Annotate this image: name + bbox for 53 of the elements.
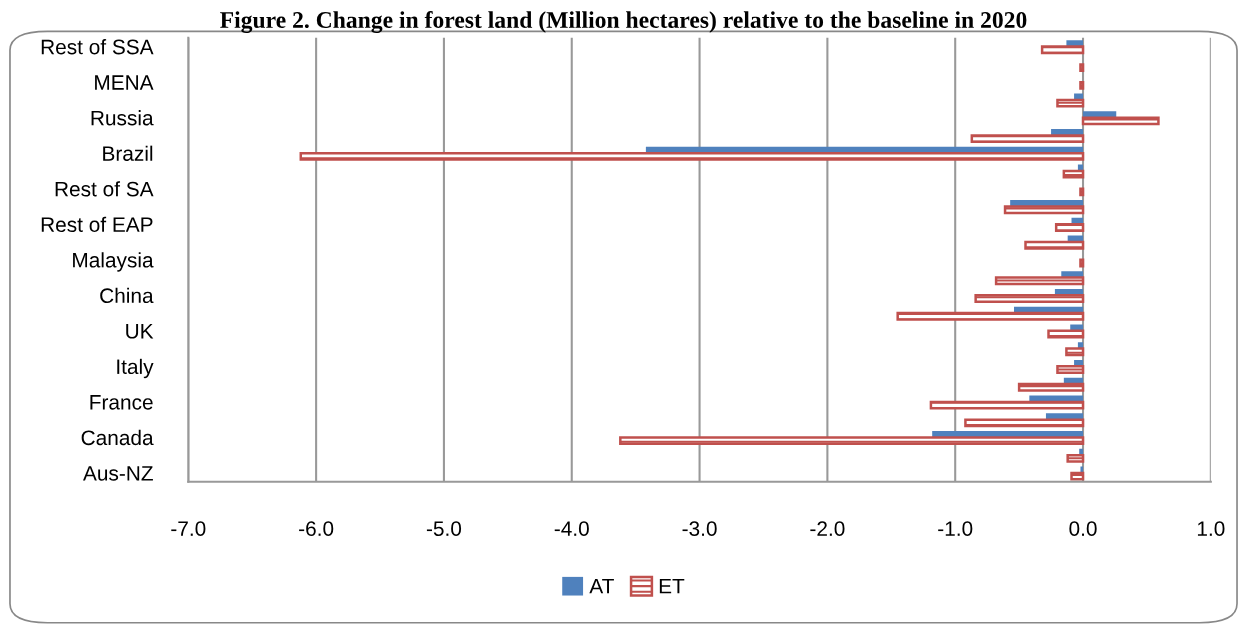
bar bbox=[1080, 466, 1084, 473]
bar bbox=[299, 151, 1085, 161]
bar bbox=[1065, 347, 1085, 357]
y-tick-label: Rest of SSA bbox=[41, 39, 154, 55]
bar bbox=[1017, 382, 1085, 392]
bar bbox=[1040, 45, 1085, 55]
y-tick-label: MENA bbox=[95, 75, 154, 90]
y-tick-label: Malaysia bbox=[73, 252, 154, 272]
bar bbox=[1079, 63, 1085, 73]
bar bbox=[1081, 116, 1160, 126]
bar bbox=[1056, 98, 1085, 108]
y-tick-label: Italy bbox=[117, 358, 154, 379]
bar bbox=[1079, 258, 1085, 268]
y-tick-label: China bbox=[100, 287, 154, 304]
bar bbox=[1054, 223, 1085, 232]
bar bbox=[1070, 471, 1085, 481]
x-tick-label: -4.0 bbox=[554, 521, 589, 537]
x-tick-label: -7.0 bbox=[171, 521, 206, 537]
y-tick-label: UK bbox=[126, 324, 154, 339]
bar bbox=[970, 134, 1085, 144]
legend-label: AT bbox=[589, 579, 614, 594]
y-tick-label: Brazil bbox=[103, 145, 153, 161]
bar bbox=[994, 276, 1085, 286]
bar bbox=[974, 294, 1085, 303]
bar bbox=[896, 311, 1085, 321]
chart-title: Figure 2. Change in forest land (Million hectares) relative to the baseline in 2020 bbox=[220, 11, 1027, 33]
y-tick-label: Aus-NZ bbox=[83, 466, 153, 481]
x-tick-label: -1.0 bbox=[938, 521, 973, 537]
bar bbox=[619, 436, 1085, 446]
bar bbox=[1070, 324, 1084, 331]
legend-label: ET bbox=[659, 579, 685, 594]
x-tick-label: -5.0 bbox=[426, 521, 462, 537]
bar bbox=[1079, 80, 1085, 90]
x-tick-label: -2.0 bbox=[810, 521, 845, 537]
x-tick-label: 0.0 bbox=[1069, 521, 1097, 537]
bar bbox=[929, 400, 1085, 410]
y-tick-label: Russia bbox=[91, 110, 154, 126]
bar bbox=[1029, 395, 1084, 402]
bar bbox=[1056, 365, 1085, 374]
bar bbox=[1003, 205, 1085, 215]
bar bbox=[964, 418, 1085, 428]
y-tick-label: Rest of EAP bbox=[41, 216, 153, 232]
x-tick-label: -6.0 bbox=[299, 521, 334, 537]
bar bbox=[1047, 329, 1085, 339]
bar bbox=[1024, 240, 1085, 250]
bar bbox=[1066, 453, 1085, 463]
y-tick-label: France bbox=[90, 395, 153, 410]
x-tick-label: -3.0 bbox=[682, 521, 717, 537]
x-tick-label: 1.0 bbox=[1197, 521, 1225, 537]
y-tick-label: Canada bbox=[81, 429, 154, 446]
bar bbox=[1079, 187, 1085, 197]
bar bbox=[1062, 169, 1085, 179]
y-tick-label: Rest of SA bbox=[55, 181, 154, 197]
